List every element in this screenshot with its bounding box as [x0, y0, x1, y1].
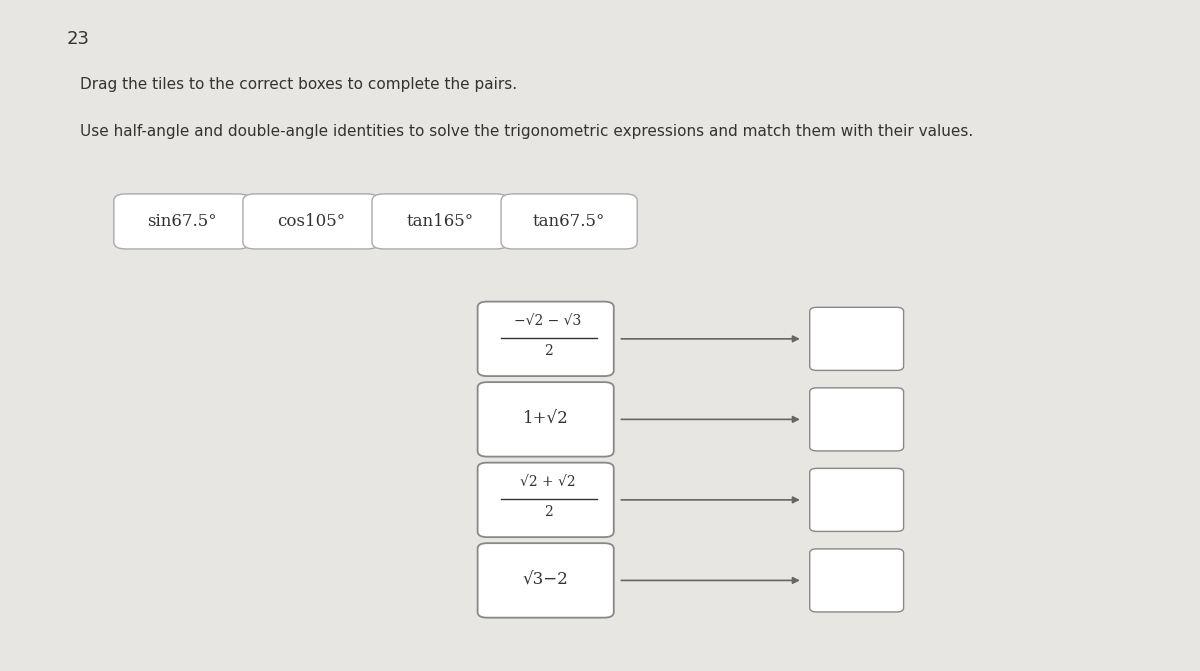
Text: 2: 2 [544, 505, 552, 519]
Text: −√2 − √3: −√2 − √3 [515, 314, 582, 328]
Text: sin67.5°: sin67.5° [148, 213, 217, 230]
Text: tan165°: tan165° [407, 213, 474, 230]
FancyBboxPatch shape [478, 463, 613, 537]
FancyBboxPatch shape [372, 194, 508, 249]
FancyBboxPatch shape [478, 544, 613, 617]
Text: √2 + √2: √2 + √2 [521, 475, 576, 489]
Text: cos105°: cos105° [277, 213, 346, 230]
FancyBboxPatch shape [242, 194, 379, 249]
Text: Use half-angle and double-angle identities to solve the trigonometric expression: Use half-angle and double-angle identiti… [79, 124, 973, 139]
FancyBboxPatch shape [114, 194, 250, 249]
FancyBboxPatch shape [810, 388, 904, 451]
Text: 23: 23 [67, 30, 90, 48]
Text: 2: 2 [544, 344, 552, 358]
FancyBboxPatch shape [502, 194, 637, 249]
FancyBboxPatch shape [810, 307, 904, 370]
FancyBboxPatch shape [478, 302, 613, 376]
FancyBboxPatch shape [478, 382, 613, 456]
Text: Drag the tiles to the correct boxes to complete the pairs.: Drag the tiles to the correct boxes to c… [79, 77, 517, 92]
Text: 1+√2: 1+√2 [523, 411, 569, 428]
FancyBboxPatch shape [810, 468, 904, 531]
Text: √3−2: √3−2 [523, 572, 569, 589]
Text: tan67.5°: tan67.5° [533, 213, 605, 230]
FancyBboxPatch shape [810, 549, 904, 612]
